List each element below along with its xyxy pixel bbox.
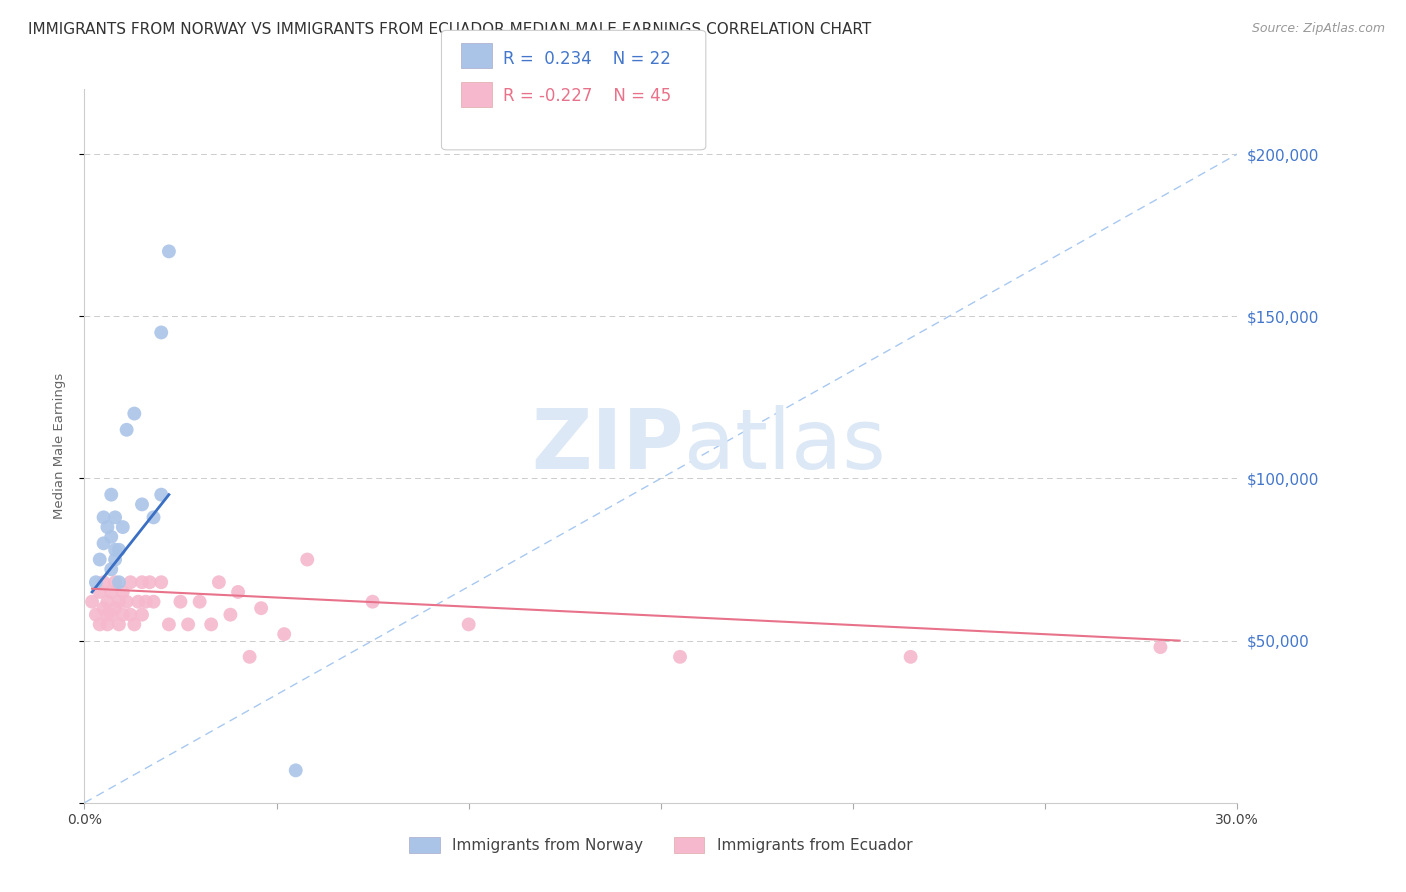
Legend: Immigrants from Norway, Immigrants from Ecuador: Immigrants from Norway, Immigrants from … (404, 831, 918, 859)
Point (80, 595, 103, 609)
Point (284, 764, 307, 778)
Point (93, 601, 115, 615)
Point (1149, 640, 1171, 654)
Point (127, 595, 149, 609)
Point (131, 575, 153, 590)
Point (208, 575, 231, 590)
Point (142, 510, 165, 524)
Point (124, 407, 146, 421)
Point (135, 595, 157, 609)
Point (108, 595, 131, 609)
Point (150, 575, 173, 590)
Y-axis label: Median Male Earnings: Median Male Earnings (53, 373, 66, 519)
Point (138, 575, 160, 590)
Text: R = -0.227    N = 45: R = -0.227 N = 45 (503, 87, 672, 105)
Point (219, 607, 242, 622)
Point (104, 601, 127, 615)
Point (361, 595, 384, 609)
Point (89, 585, 111, 599)
Point (104, 542, 127, 557)
Point (89, 617, 111, 632)
Point (142, 595, 165, 609)
Text: ZIP: ZIP (531, 406, 683, 486)
Point (96, 520, 118, 534)
Point (104, 510, 127, 524)
Point (89, 552, 111, 566)
Point (273, 627, 295, 641)
Point (120, 575, 142, 590)
Point (108, 542, 131, 557)
Point (104, 575, 127, 590)
Point (250, 601, 273, 615)
Point (100, 562, 122, 576)
Point (93, 510, 115, 524)
Point (84, 575, 107, 590)
Text: IMMIGRANTS FROM NORWAY VS IMMIGRANTS FROM ECUADOR MEDIAN MALE EARNINGS CORRELATI: IMMIGRANTS FROM NORWAY VS IMMIGRANTS FRO… (28, 22, 872, 37)
Point (104, 552, 127, 566)
Point (297, 552, 319, 566)
Text: atlas: atlas (683, 406, 886, 486)
Text: Source: ZipAtlas.com: Source: ZipAtlas.com (1251, 22, 1385, 36)
Point (157, 244, 180, 259)
Text: R =  0.234    N = 22: R = 0.234 N = 22 (503, 50, 671, 68)
Point (96, 607, 118, 622)
Point (96, 617, 118, 632)
Point (150, 326, 173, 340)
Point (115, 423, 138, 437)
Point (108, 617, 131, 632)
Point (100, 488, 122, 502)
Point (108, 575, 131, 590)
Point (200, 617, 222, 632)
Point (124, 617, 146, 632)
Point (177, 617, 200, 632)
Point (84, 607, 107, 622)
Point (93, 575, 115, 590)
Point (157, 617, 180, 632)
Point (131, 607, 153, 622)
Point (239, 649, 262, 664)
Point (111, 585, 134, 599)
Point (100, 607, 122, 622)
Point (96, 595, 118, 609)
Point (115, 595, 138, 609)
Point (669, 649, 692, 664)
Point (111, 607, 134, 622)
Point (900, 649, 922, 664)
Point (100, 530, 122, 544)
Point (457, 617, 479, 632)
Point (169, 595, 191, 609)
Point (131, 497, 153, 511)
Point (150, 488, 173, 502)
Point (93, 536, 115, 550)
Point (120, 607, 142, 622)
Point (188, 595, 211, 609)
Point (100, 585, 122, 599)
Point (226, 585, 249, 599)
Point (111, 520, 134, 534)
